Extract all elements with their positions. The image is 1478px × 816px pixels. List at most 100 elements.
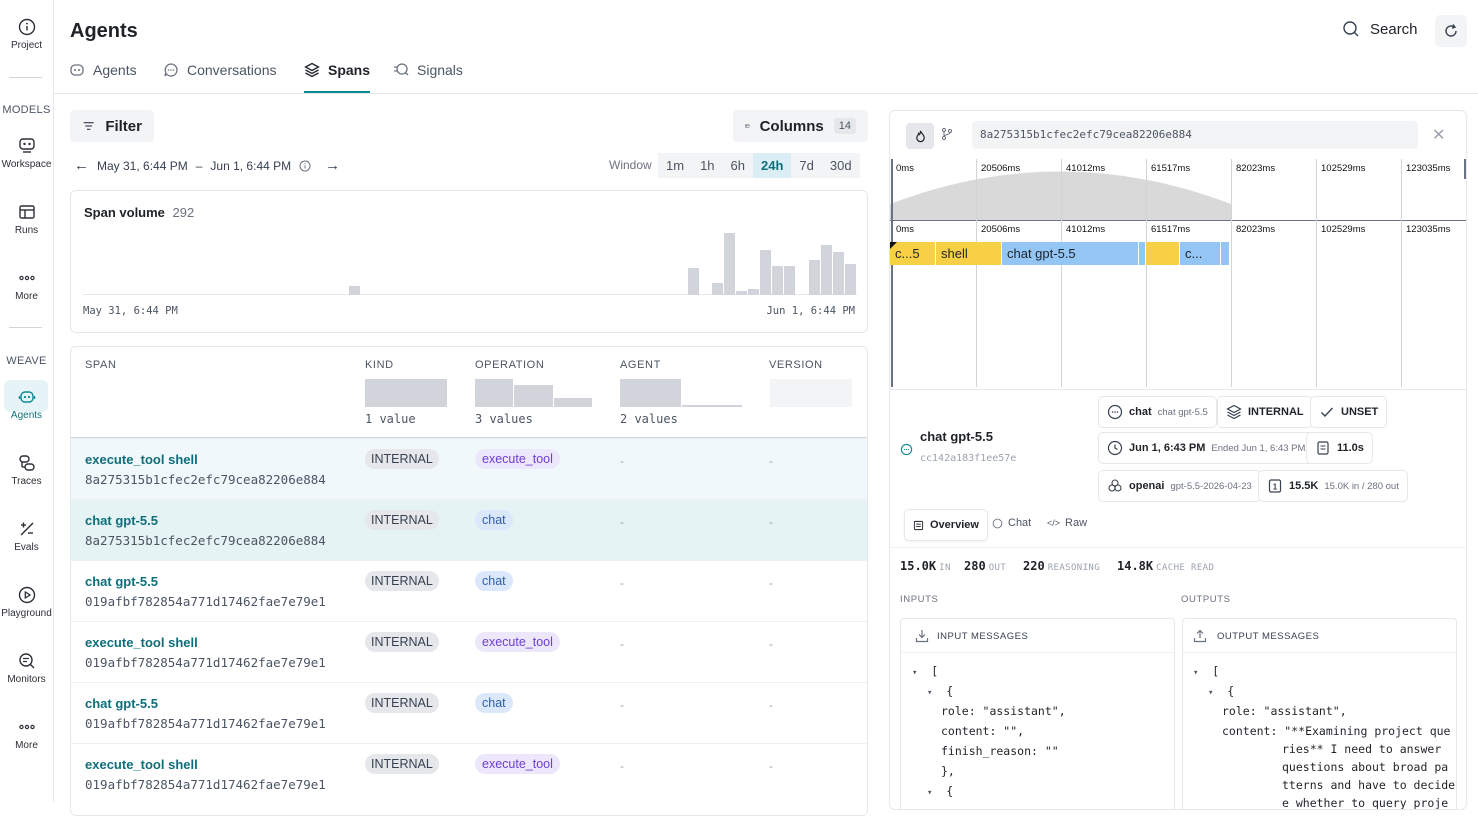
- tab-conversations[interactable]: Conversations: [163, 62, 277, 78]
- input-messages-header: [901, 619, 1174, 653]
- volume-bar[interactable]: [833, 252, 844, 295]
- nav-runs[interactable]: Runs: [0, 203, 53, 236]
- col-header-version[interactable]: VERSION: [769, 359, 823, 371]
- output-messages-header: [1183, 619, 1456, 653]
- kind-summary: 1 value: [365, 412, 416, 426]
- col-header-agent[interactable]: AGENT: [620, 359, 661, 371]
- info-icon[interactable]: [299, 160, 311, 172]
- collapse-toggle-icon[interactable]: ▾: [1208, 688, 1214, 698]
- tab-overview[interactable]: Overview: [904, 509, 988, 541]
- operation-badge: chat: [475, 693, 513, 713]
- timeline-divider: [890, 389, 1466, 390]
- span-name[interactable]: execute_tool shell: [85, 635, 198, 650]
- nav-evals[interactable]: Evals: [0, 520, 53, 553]
- volume-bar[interactable]: [736, 291, 747, 295]
- timeline-span-segment[interactable]: chat gpt-5.5: [1002, 242, 1138, 265]
- volume-bar[interactable]: [784, 266, 795, 295]
- token-count-icon: 1: [1268, 479, 1282, 493]
- nav-more-label: More: [15, 740, 38, 751]
- table-row[interactable]: execute_tool shell 019afbf782854a771d1746…: [71, 621, 867, 682]
- nav-project[interactable]: Project: [0, 18, 53, 51]
- op-distribution-bar: [514, 385, 553, 407]
- range-start[interactable]: May 31, 6:44 PM: [97, 158, 188, 173]
- volume-bar[interactable]: [712, 283, 723, 295]
- tick-label: 0ms: [896, 163, 914, 174]
- flame-view-button[interactable]: [906, 123, 934, 149]
- timeline-span-segment[interactable]: [1146, 242, 1179, 265]
- collapse-toggle-icon[interactable]: ▾: [927, 688, 933, 698]
- tab-agents[interactable]: Agents: [69, 62, 137, 78]
- collapse-toggle-icon[interactable]: ▾: [912, 668, 918, 678]
- col-header-kind[interactable]: KIND: [365, 359, 394, 371]
- span-detail-panel: 8a275315b1cfec2efc79cea82206e884 ✕ 0ms 2…: [889, 110, 1467, 810]
- span-trace-id: 8a275315b1cfec2efc79cea82206e884: [85, 533, 326, 548]
- nav-agents[interactable]: Agents: [0, 388, 53, 421]
- trace-id-field[interactable]: 8a275315b1cfec2efc79cea82206e884: [972, 121, 1418, 149]
- timeline-minimap: [890, 171, 1466, 221]
- span-name[interactable]: execute_tool shell: [85, 757, 198, 772]
- search-button[interactable]: Search: [1342, 20, 1418, 38]
- tab-raw[interactable]: </> Raw: [1047, 517, 1087, 529]
- window-1m[interactable]: 1m: [658, 153, 693, 178]
- window-7d[interactable]: 7d: [791, 153, 822, 178]
- nav-monitors[interactable]: Monitors: [0, 652, 53, 685]
- timeline-span-segment[interactable]: c...5: [890, 242, 935, 265]
- volume-bar[interactable]: [688, 268, 699, 295]
- window-24h[interactable]: 24h: [753, 153, 792, 178]
- collapse-toggle-icon[interactable]: ▾: [927, 788, 933, 798]
- span-name[interactable]: chat gpt-5.5: [85, 696, 158, 711]
- range-end[interactable]: Jun 1, 6:44 PM: [210, 158, 292, 173]
- span-name[interactable]: execute_tool shell: [85, 452, 198, 467]
- refresh-button[interactable]: [1435, 15, 1467, 47]
- volume-bar[interactable]: [772, 266, 783, 295]
- timeline-span-segment[interactable]: [1221, 242, 1229, 265]
- spans-table: [70, 346, 868, 816]
- collapse-toggle-icon[interactable]: ▾: [1193, 668, 1199, 678]
- volume-bar[interactable]: [760, 250, 771, 295]
- volume-bar[interactable]: [349, 286, 360, 295]
- window-6h[interactable]: 6h: [722, 153, 753, 178]
- nav-workspace[interactable]: Workspace: [0, 137, 53, 170]
- close-icon[interactable]: ✕: [1432, 127, 1446, 144]
- overview-icon: [913, 520, 924, 530]
- volume-bar[interactable]: [845, 264, 856, 295]
- nav-playground[interactable]: Playground: [0, 586, 53, 619]
- col-header-operation[interactable]: OPERATION: [475, 359, 545, 371]
- volume-bar[interactable]: [748, 289, 759, 295]
- window-1h[interactable]: 1h: [692, 153, 723, 178]
- tab-chat[interactable]: Chat: [992, 517, 1031, 529]
- tree-view-button[interactable]: [940, 127, 954, 146]
- window-30d[interactable]: 30d: [821, 153, 860, 178]
- tab-spans[interactable]: Spans: [304, 62, 371, 93]
- table-row[interactable]: execute_tool shell 019afbf782854a771d1746…: [71, 743, 867, 804]
- timeline-gridline: [1316, 159, 1317, 387]
- layers-icon: [1226, 404, 1242, 420]
- nav-more-weave[interactable]: More: [0, 718, 53, 751]
- input-messages-title: INPUT MESSAGES: [937, 631, 1029, 642]
- span-name[interactable]: chat gpt-5.5: [85, 513, 158, 528]
- table-row[interactable]: chat gpt-5.5 019afbf782854a771d17462fae7e…: [71, 682, 867, 743]
- table-row[interactable]: chat gpt-5.5 019afbf782854a771d17462fae7e…: [71, 560, 867, 621]
- columns-button[interactable]: Columns 14: [733, 110, 868, 142]
- next-range-arrow-icon[interactable]: →: [325, 157, 341, 174]
- timeline-span-segment[interactable]: [1139, 242, 1145, 265]
- timeline-span-segment[interactable]: c...: [1180, 242, 1220, 265]
- span-volume-card: Span volume 292 May 31, 6:44 PM Jun 1, 6…: [70, 190, 868, 333]
- tabs-divider: [890, 547, 1466, 548]
- filter-button[interactable]: Filter: [70, 110, 154, 142]
- nav-traces[interactable]: Traces: [0, 454, 53, 487]
- table-row[interactable]: chat gpt-5.5 8a275315b1cfec2efc79cea82206…: [71, 499, 867, 560]
- span-name[interactable]: chat gpt-5.5: [85, 574, 158, 589]
- volume-bar[interactable]: [724, 233, 735, 295]
- volume-bar[interactable]: [821, 245, 832, 295]
- status-pill: UNSET: [1310, 396, 1388, 428]
- nav-more-models[interactable]: More: [0, 269, 53, 302]
- table-row[interactable]: execute_tool shell 8a275315b1cfec2efc79ce…: [71, 438, 867, 499]
- prev-range-arrow-icon[interactable]: ←: [74, 157, 89, 174]
- timeline-span-segment[interactable]: shell: [936, 242, 1001, 265]
- tab-signals[interactable]: Signals: [393, 62, 463, 78]
- output-messages-title: OUTPUT MESSAGES: [1217, 631, 1320, 642]
- col-header-span[interactable]: SPAN: [85, 359, 117, 371]
- volume-bar[interactable]: [809, 260, 820, 295]
- tick-label: 123035ms: [1406, 224, 1451, 235]
